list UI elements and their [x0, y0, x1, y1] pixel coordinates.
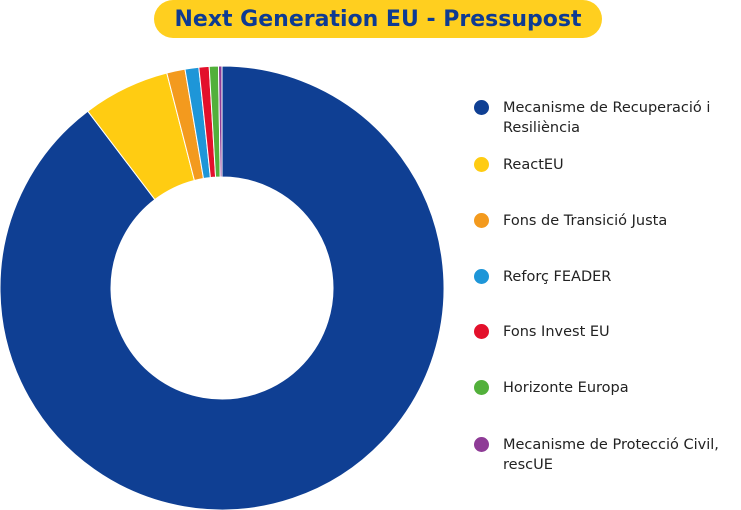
legend-swatch	[474, 100, 489, 115]
legend-swatch	[474, 324, 489, 339]
legend-label: Fons de Transició Justa	[503, 213, 668, 229]
chart-title-badge: Next Generation EU - Pressupost	[154, 0, 602, 38]
legend-swatch	[474, 380, 489, 395]
chart-legend: Mecanisme de Recuperació i Resiliència R…	[474, 0, 741, 510]
legend-swatch	[474, 157, 489, 172]
legend-item-feader: Reforç FEADER	[474, 267, 741, 287]
donut-slice-6	[217, 65, 223, 178]
legend-label: Horizonte Europa	[503, 380, 629, 396]
legend-item-investeu: Fons Invest EU	[474, 322, 741, 342]
legend-label: ReactEU	[503, 157, 564, 173]
legend-item-rescue: Mecanisme de Protecció Civil, rescUE	[474, 435, 741, 475]
donut-slice-0	[0, 65, 445, 510]
legend-item-horizonte: Horizonte Europa	[474, 378, 741, 398]
legend-swatch	[474, 213, 489, 228]
legend-item-mrr: Mecanisme de Recuperació i Resiliència	[474, 98, 741, 138]
chart-title: Next Generation EU - Pressupost	[174, 6, 582, 32]
legend-label: Mecanisme de Protecció Civil, rescUE	[503, 437, 719, 473]
legend-item-ftj: Fons de Transició Justa	[474, 211, 741, 231]
legend-item-reacteu: ReactEU	[474, 155, 741, 175]
legend-label: Reforç FEADER	[503, 269, 612, 285]
legend-swatch	[474, 269, 489, 284]
legend-label: Fons Invest EU	[503, 324, 610, 340]
legend-swatch	[474, 437, 489, 452]
donut-chart	[0, 65, 445, 510]
legend-label: Mecanisme de Recuperació i Resiliència	[503, 100, 711, 136]
